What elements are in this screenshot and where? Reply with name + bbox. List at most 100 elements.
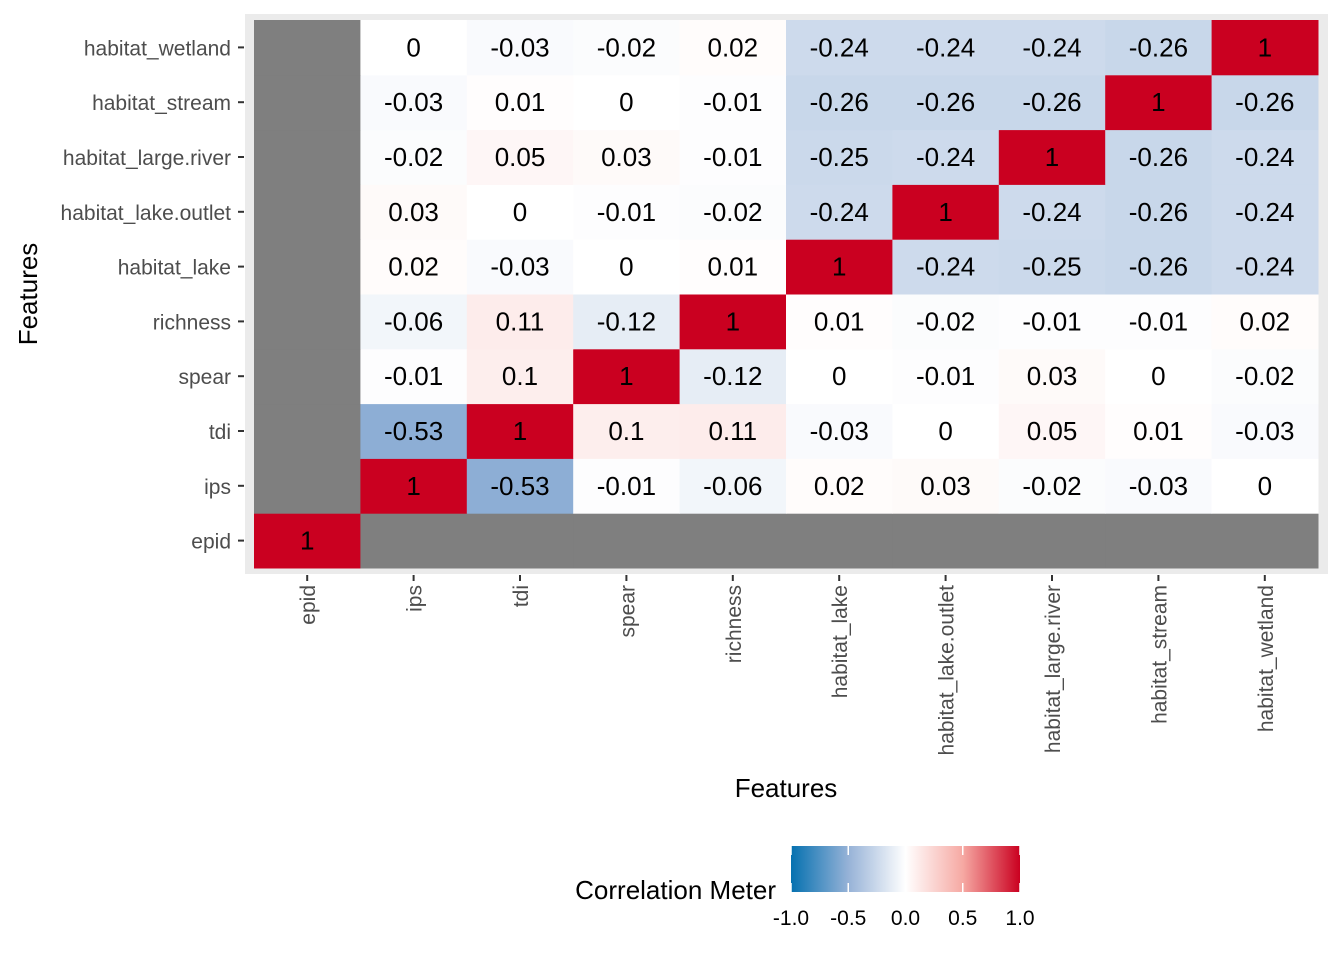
- tile-value-label: 0: [619, 87, 633, 117]
- tile-value-label: 0.01: [1133, 416, 1184, 446]
- tile-value-label: 0.03: [601, 142, 652, 172]
- legend: Correlation Meter -1.0 -0.5 0.0 0.5 1.0: [575, 846, 1035, 930]
- heatmap-tile: [360, 294, 468, 350]
- heatmap-tile: [679, 20, 787, 76]
- tile-value-label: -0.01: [1129, 306, 1188, 336]
- tile-value-label: -0.26: [1129, 142, 1188, 172]
- heatmap-tile: [466, 239, 574, 295]
- tile-value-label: -0.26: [1129, 32, 1188, 62]
- heatmap-tile: [679, 294, 787, 350]
- heatmap-tile: [1105, 20, 1213, 76]
- y-tick-label: habitat_stream: [92, 92, 231, 115]
- tile-value-label: -0.26: [1129, 252, 1188, 282]
- x-tick-label: ips: [404, 585, 427, 612]
- heatmap-tile: [786, 20, 893, 76]
- x-tick-label: habitat_stream: [1148, 585, 1171, 724]
- heatmap-tile: [679, 513, 787, 569]
- heatmap-tile: [573, 20, 681, 76]
- heatmap-tile: [1211, 129, 1319, 185]
- tile-value-label: 0.03: [920, 471, 971, 501]
- heatmap-tile: [1211, 513, 1319, 569]
- legend-tick-label: 0.0: [891, 907, 920, 930]
- x-tick-label: epid: [297, 585, 320, 625]
- heatmap-tile: [573, 129, 681, 185]
- tile-value-label: -0.02: [703, 197, 762, 227]
- heatmap-tile: [998, 458, 1106, 514]
- heatmap-tile: [892, 294, 1000, 350]
- tile-value-label: 0: [1151, 361, 1165, 391]
- tile-value-label: -0.24: [1022, 197, 1081, 227]
- tile-value-label: 1: [406, 471, 420, 501]
- heatmap-tile: [573, 74, 681, 131]
- x-tick-label: habitat_lake.outlet: [936, 585, 959, 756]
- tile-value-label: 1: [832, 252, 846, 282]
- heatmap-tile: [360, 184, 468, 240]
- heatmap-tile: [254, 458, 361, 514]
- heatmap-tile: [466, 458, 574, 514]
- tile-value-label: -0.24: [916, 252, 975, 282]
- heatmap-tile: [466, 184, 574, 240]
- heatmap-tile: [1105, 403, 1213, 459]
- heatmap-tile: [1211, 348, 1319, 405]
- heatmap-tile: [1105, 184, 1213, 240]
- tile-value-label: 1: [938, 197, 952, 227]
- y-tick-label: spear: [178, 366, 231, 389]
- tile-value-label: 1: [1258, 32, 1272, 62]
- heatmap-tile: [573, 239, 681, 295]
- tile-value-label: -0.02: [597, 32, 656, 62]
- heatmap-tile: [892, 129, 1000, 185]
- heatmap-tile: [998, 513, 1106, 569]
- tile-value-label: -0.24: [1022, 32, 1081, 62]
- heatmap-tile: [254, 513, 361, 569]
- tile-value-label: 0: [406, 32, 420, 62]
- legend-title: Correlation Meter: [575, 875, 776, 905]
- heatmap-tile: [892, 458, 1000, 514]
- heatmap-tile: [786, 239, 893, 295]
- tile-value-label: 0: [832, 361, 846, 391]
- tile-value-label: -0.24: [810, 32, 869, 62]
- heatmap-tile: [892, 403, 1000, 459]
- heatmap-tile: [1211, 294, 1319, 350]
- tile-value-label: -0.24: [1235, 252, 1294, 282]
- x-tick-label: habitat_wetland: [1255, 585, 1278, 732]
- heatmap-tile: [892, 513, 1000, 569]
- heatmap-tile: [466, 74, 574, 131]
- tile-value-label: -0.01: [597, 471, 656, 501]
- heatmap-tile: [679, 74, 787, 131]
- heatmap-tile: [786, 458, 893, 514]
- tile-value-label: -0.01: [703, 142, 762, 172]
- heatmap-tile: [998, 129, 1106, 185]
- heatmap-tile: [998, 348, 1106, 405]
- heatmap-tile: [998, 20, 1106, 76]
- x-tick-label: habitat_lake: [829, 585, 852, 698]
- tile-value-label: -0.02: [1022, 471, 1081, 501]
- tile-value-label: -0.06: [703, 471, 762, 501]
- heatmap-tile: [892, 239, 1000, 295]
- heatmap-tile: [573, 403, 681, 459]
- tile-value-label: -0.24: [1235, 197, 1294, 227]
- heatmap-tile: [254, 403, 361, 459]
- heatmap-tile: [1105, 129, 1213, 185]
- heatmap-tile: [679, 239, 787, 295]
- tile-value-label: -0.26: [810, 87, 869, 117]
- legend-tick-label: 1.0: [1005, 907, 1034, 930]
- y-tick-label: habitat_lake: [118, 257, 231, 280]
- heatmap-tile: [892, 348, 1000, 405]
- tile-value-label: -0.01: [384, 361, 443, 391]
- tile-value-label: -0.53: [490, 471, 549, 501]
- heatmap-tile: [254, 348, 361, 405]
- tile-value-label: -0.03: [1129, 471, 1188, 501]
- heatmap-tile: [254, 129, 361, 185]
- tile-value-label: 0.01: [495, 87, 546, 117]
- heatmap-tile: [1211, 184, 1319, 240]
- tile-value-label: -0.03: [490, 32, 549, 62]
- tile-value-label: 1: [619, 361, 633, 391]
- x-tick-label: habitat_large.river: [1042, 585, 1065, 753]
- tile-value-label: -0.25: [810, 142, 869, 172]
- tile-value-label: 0.03: [1027, 361, 1078, 391]
- legend-tick-label: 0.5: [948, 907, 977, 930]
- tile-value-label: 0.01: [814, 306, 865, 336]
- tile-value-label: 0.02: [1239, 306, 1290, 336]
- tile-value-label: 0.11: [708, 416, 757, 446]
- tile-value-label: -0.53: [384, 416, 443, 446]
